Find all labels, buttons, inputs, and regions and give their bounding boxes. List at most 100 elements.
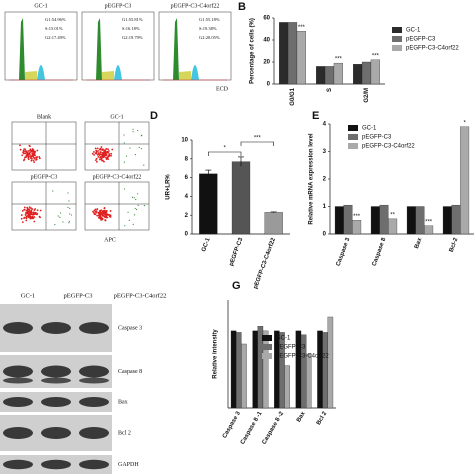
legend-swatch (348, 143, 358, 149)
event-dot (135, 198, 137, 201)
protein-label: Caspase 3 (118, 325, 142, 331)
dot-plot-title: Blank (37, 114, 51, 120)
legend-label: GC-1 (362, 126, 377, 132)
blot-band (41, 377, 71, 384)
blot-band (3, 397, 33, 407)
legend-label: pEGFP-C3 (362, 135, 392, 141)
bar (262, 330, 269, 409)
event-dot (105, 210, 108, 213)
event-dot (25, 219, 28, 222)
x-tick-label: Caspase 8 (372, 237, 388, 268)
event-dot (111, 148, 114, 151)
bar (295, 330, 302, 409)
x-tick-label: pEGFP-C3-C4orf22 (253, 237, 277, 290)
legend-swatch (262, 353, 272, 359)
event-dot (99, 155, 102, 158)
bar (424, 225, 434, 235)
event-dot (101, 159, 104, 162)
blot-band (3, 377, 33, 384)
event-dot (97, 150, 99, 152)
event-dot (140, 148, 143, 150)
event-dot (107, 148, 109, 151)
event-dot (32, 148, 35, 151)
event-dot (57, 215, 59, 217)
bar (352, 220, 362, 235)
blot-band (3, 459, 33, 470)
x-tick-label: S (327, 88, 333, 92)
event-dot (107, 158, 110, 161)
event-dot (105, 158, 108, 161)
event-dot (100, 146, 103, 148)
event-dot (30, 155, 33, 158)
event-dot (102, 214, 104, 217)
significance-bracket (208, 151, 242, 156)
event-dot (36, 209, 39, 212)
bar (322, 332, 328, 409)
protein-label: GAPDH (118, 462, 139, 468)
event-dot (33, 216, 36, 218)
bar (284, 365, 290, 409)
histogram-stat: G2:19.79% (122, 35, 143, 40)
event-dot (98, 216, 100, 219)
event-dot (99, 147, 102, 150)
x-tick-label: Bax (414, 237, 424, 250)
event-dot (94, 210, 97, 213)
histogram-axis-label: ECD (216, 86, 229, 92)
panel-letter: E (312, 110, 319, 122)
histogram-stat: S:19.38% (199, 26, 217, 31)
event-dot (103, 209, 106, 212)
event-dot (108, 214, 111, 217)
significance: *** (254, 136, 262, 142)
legend-label: pEGFP-C3-C4orf22 (406, 46, 459, 52)
event-dot (135, 208, 138, 211)
dot-plot-frame (84, 121, 150, 171)
s-phase (179, 71, 191, 80)
event-dot (105, 156, 107, 159)
protein-label: Bax (118, 399, 128, 405)
event-dot (93, 212, 95, 214)
blot-band (79, 459, 109, 470)
event-dot (132, 128, 134, 130)
event-dot (101, 149, 104, 151)
legend-label: pEGFP-C3 (406, 37, 436, 43)
y-axis-label: Percentage of cells (%) (250, 18, 256, 84)
y-tick-label: 6 (185, 175, 189, 181)
event-dot (23, 208, 26, 211)
y-tick-label: 2 (323, 177, 327, 183)
blot-band (79, 322, 109, 334)
event-dot (30, 207, 32, 210)
histogram-stat: S:16.18% (122, 26, 140, 31)
g1-peak (173, 18, 179, 80)
s-phase (25, 71, 37, 80)
x-tick-label: G0/G1 (290, 87, 296, 105)
bar (442, 206, 452, 235)
blot-band (41, 427, 71, 439)
x-tick-label: Bcl 2 (316, 410, 329, 426)
event-dot (95, 157, 98, 160)
event-dot (34, 208, 37, 210)
event-dot (137, 204, 139, 206)
legend-label: GC-1 (406, 28, 421, 34)
event-dot (30, 213, 33, 216)
g2-peak (114, 65, 122, 80)
event-dot (110, 152, 113, 155)
significance: *** (372, 53, 380, 59)
event-dot (34, 211, 37, 214)
histogram-stat: G1:54.96% (45, 17, 66, 22)
blot-band (3, 322, 33, 334)
event-dot (31, 208, 34, 210)
event-dot (59, 212, 62, 214)
event-dot (38, 157, 41, 160)
event-dot (31, 157, 33, 160)
event-dot (27, 211, 30, 214)
lane-label: pEGFP-C3-C4orf22 (114, 292, 167, 299)
bar (279, 22, 289, 85)
event-dot (129, 147, 131, 149)
legend-swatch (348, 134, 358, 140)
event-dot (24, 150, 27, 153)
event-dot (22, 150, 25, 153)
bar (353, 64, 363, 85)
bar (460, 126, 470, 235)
g2-peak (37, 65, 45, 80)
